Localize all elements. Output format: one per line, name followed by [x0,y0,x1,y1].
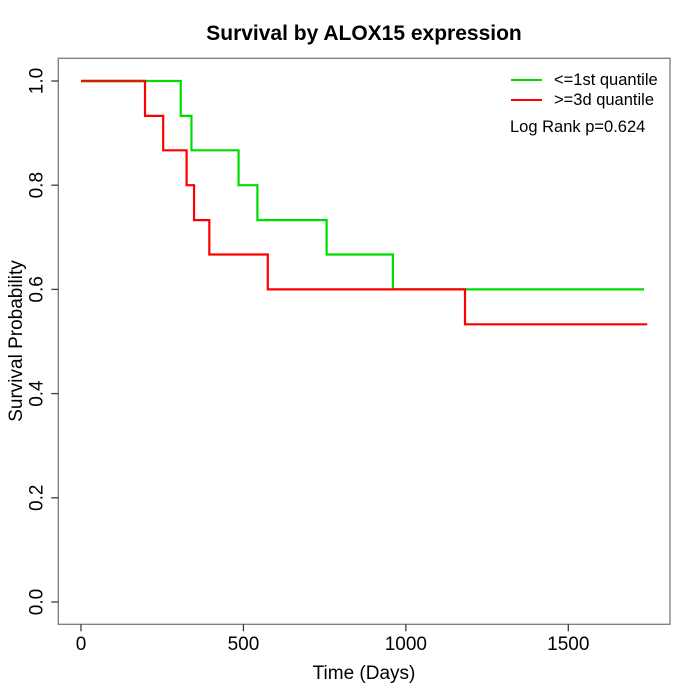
x-tick-label: 0 [76,634,87,655]
survival-curve-high-expression [81,79,648,326]
x-tick-label: 1000 [385,634,427,655]
legend-line-red-icon [511,98,542,102]
chart-title: Survival by ALOX15 expression [206,22,522,45]
y-tick-label: 0.0 [27,589,48,615]
x-tick-label: 1500 [547,634,589,655]
y-tick-label: 0.8 [27,172,48,198]
plot-box [57,57,671,625]
y-tick-label: 0.4 [27,380,48,407]
survival-curve-low-expression [81,79,644,291]
legend-label-first-quantile: <=1st quantile [554,70,658,89]
legend-item-first-quantile: <=1st quantile [511,70,658,90]
legend-label-third-quantile: >=3d quantile [554,90,655,109]
legend-line-green-icon [511,78,542,82]
x-tick-label: 500 [228,634,260,655]
y-tick-label: 0.2 [27,485,48,511]
y-tick-label: 0.6 [27,276,48,302]
legend: <=1st quantile >=3d quantile Log Rank p=… [510,70,658,137]
x-axis-label: Time (Days) [312,663,416,684]
y-axis-label: Survival Probability [6,260,27,422]
log-rank-annotation: Log Rank p=0.624 [510,118,646,136]
y-tick-label: 1.0 [27,68,48,94]
legend-item-third-quantile: >=3d quantile [511,90,658,110]
